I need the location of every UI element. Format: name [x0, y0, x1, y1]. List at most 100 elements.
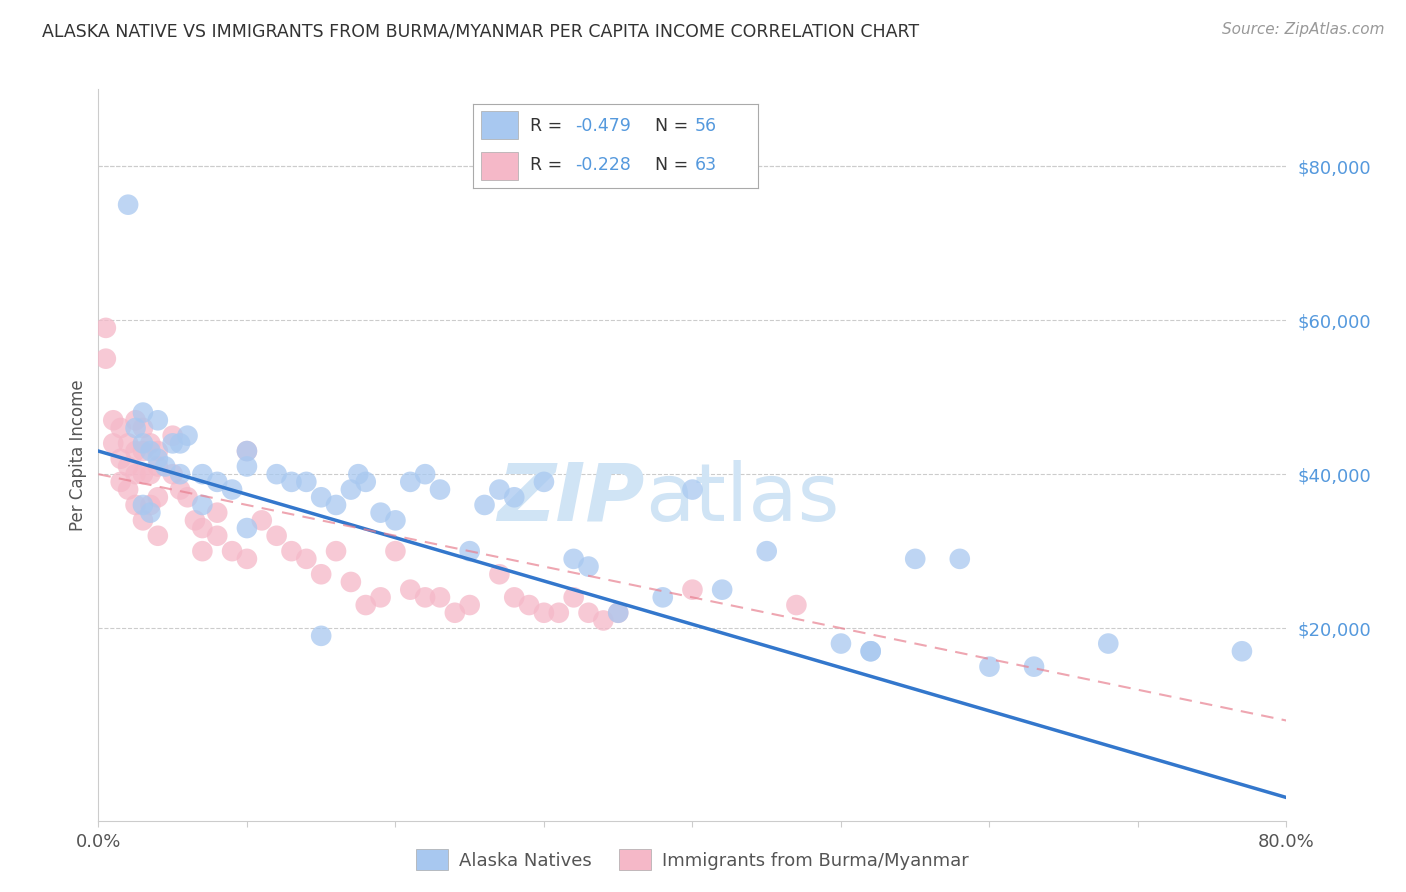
Point	[295, 475, 318, 489]
Point	[309, 490, 332, 504]
Point	[370, 506, 392, 520]
Point	[904, 552, 927, 566]
Point	[830, 636, 852, 650]
Point	[325, 498, 347, 512]
Point	[949, 552, 972, 566]
Point	[132, 467, 155, 482]
Point	[124, 444, 146, 458]
Point	[1022, 659, 1045, 673]
Point	[503, 591, 526, 605]
Point	[146, 490, 169, 504]
Point	[488, 567, 510, 582]
Point	[176, 490, 198, 504]
Point	[503, 490, 526, 504]
Point	[110, 475, 132, 489]
Point	[562, 552, 585, 566]
Point	[979, 659, 1001, 673]
Point	[191, 498, 214, 512]
Point	[103, 413, 125, 427]
Point	[139, 467, 162, 482]
Point	[132, 513, 155, 527]
Point	[340, 483, 363, 497]
Point	[162, 428, 184, 442]
Point	[607, 606, 630, 620]
Point	[191, 521, 214, 535]
Point	[354, 475, 377, 489]
Point	[205, 475, 228, 489]
Point	[132, 406, 155, 420]
Point	[146, 413, 169, 427]
Point	[176, 428, 198, 442]
Point	[413, 591, 436, 605]
Point	[250, 513, 273, 527]
Point	[399, 475, 422, 489]
Point	[488, 483, 510, 497]
Point	[236, 444, 259, 458]
Point	[146, 459, 169, 474]
Point	[681, 483, 703, 497]
Point	[124, 421, 146, 435]
Point	[205, 529, 228, 543]
Point	[429, 483, 451, 497]
Point	[1230, 644, 1253, 658]
Point	[370, 591, 392, 605]
Point	[785, 598, 807, 612]
Point	[578, 606, 600, 620]
Point	[132, 436, 155, 450]
Point	[155, 459, 177, 474]
Point	[169, 483, 191, 497]
Point	[755, 544, 778, 558]
Point	[146, 529, 169, 543]
Point	[132, 498, 155, 512]
Point	[94, 351, 117, 366]
Point	[117, 436, 139, 450]
Point	[547, 606, 569, 620]
Point	[458, 598, 481, 612]
Point	[103, 436, 125, 450]
Point	[295, 552, 318, 566]
Point	[562, 591, 585, 605]
Point	[110, 451, 132, 466]
Point	[266, 467, 288, 482]
Point	[236, 444, 259, 458]
Point	[117, 483, 139, 497]
Point	[474, 498, 496, 512]
Legend: Alaska Natives, Immigrants from Burma/Myanmar: Alaska Natives, Immigrants from Burma/My…	[409, 842, 976, 878]
Point	[354, 598, 377, 612]
Point	[169, 436, 191, 450]
Point	[110, 421, 132, 435]
Point	[309, 629, 332, 643]
Point	[413, 467, 436, 482]
Point	[139, 498, 162, 512]
Point	[384, 513, 406, 527]
Point	[325, 544, 347, 558]
Point	[399, 582, 422, 597]
Point	[280, 544, 302, 558]
Point	[607, 606, 630, 620]
Point	[117, 197, 139, 211]
Point	[205, 506, 228, 520]
Text: atlas: atlas	[645, 459, 839, 538]
Point	[146, 444, 169, 458]
Y-axis label: Per Capita Income: Per Capita Income	[69, 379, 87, 531]
Point	[94, 321, 117, 335]
Point	[162, 467, 184, 482]
Text: Source: ZipAtlas.com: Source: ZipAtlas.com	[1222, 22, 1385, 37]
Point	[146, 451, 169, 466]
Point	[592, 614, 614, 628]
Point	[266, 529, 288, 543]
Point	[139, 506, 162, 520]
Point	[236, 552, 259, 566]
Point	[651, 591, 673, 605]
Text: ZIP: ZIP	[498, 459, 645, 538]
Point	[1097, 636, 1119, 650]
Point	[859, 644, 882, 658]
Point	[711, 582, 734, 597]
Point	[681, 582, 703, 597]
Point	[221, 544, 243, 558]
Point	[533, 606, 555, 620]
Point	[117, 459, 139, 474]
Text: ALASKA NATIVE VS IMMIGRANTS FROM BURMA/MYANMAR PER CAPITA INCOME CORRELATION CHA: ALASKA NATIVE VS IMMIGRANTS FROM BURMA/M…	[42, 22, 920, 40]
Point	[191, 467, 214, 482]
Point	[162, 436, 184, 450]
